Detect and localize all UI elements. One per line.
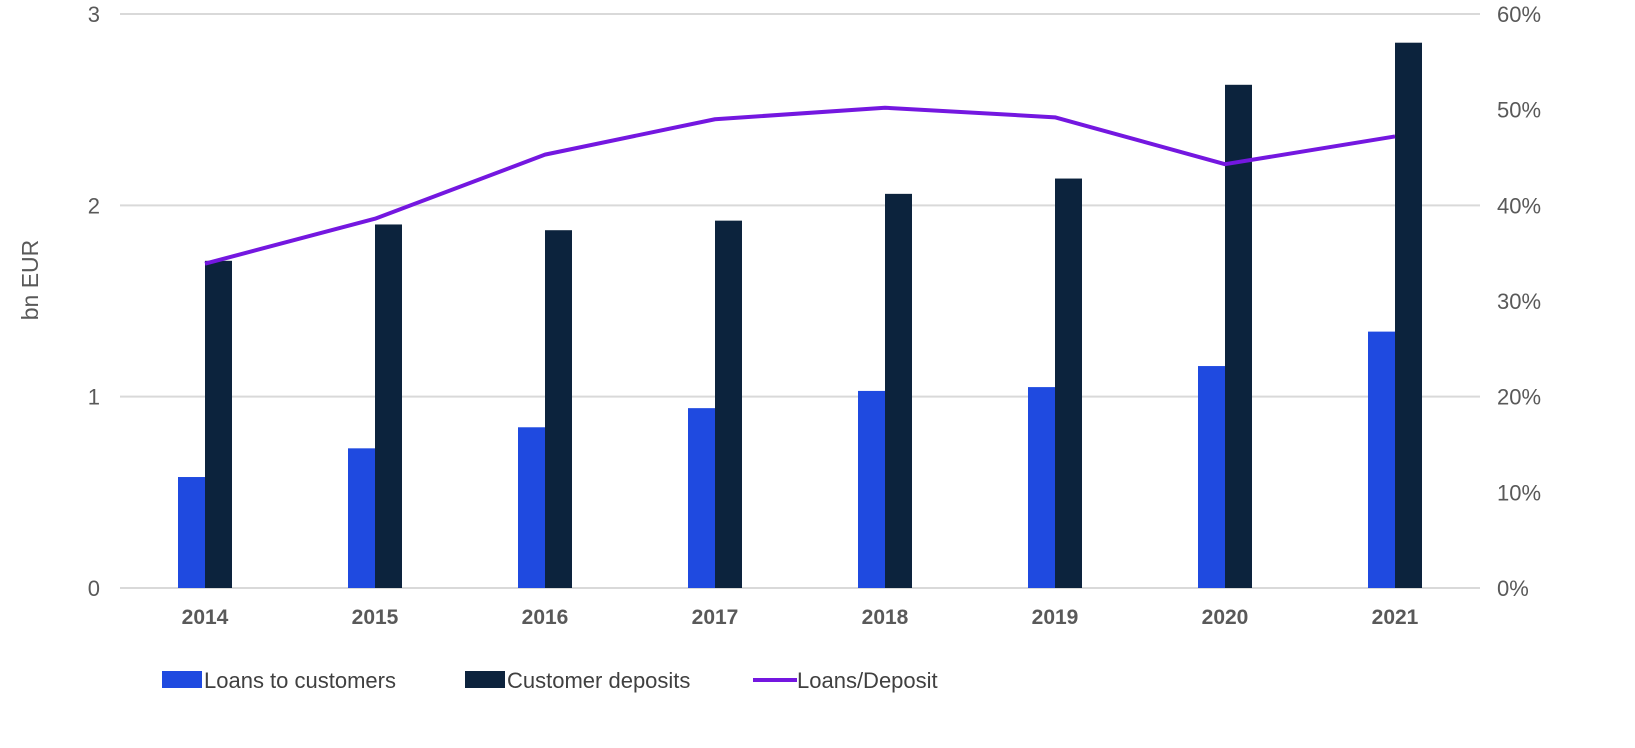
y-axis-right: 0% 10% 20% 30% 40% 50% 60% (1497, 2, 1541, 601)
bar-loans-to-customers (348, 448, 375, 588)
legend-swatch (162, 671, 202, 688)
bar-loans-to-customers (1198, 366, 1225, 588)
x-tick-label: 2014 (182, 606, 229, 629)
legend: Loans to customers Customer deposits Loans… (162, 668, 938, 693)
x-tick-label: 2021 (1372, 606, 1419, 629)
bar-loans-to-customers (688, 408, 715, 588)
x-axis: 2014 2015 2016 2017 2018 2019 2020 2021 (182, 606, 1419, 629)
y2-tick-label: 30% (1497, 289, 1541, 314)
bar-customer-deposits (375, 224, 402, 588)
x-tick-label: 2016 (522, 606, 569, 629)
bar-customer-deposits (715, 221, 742, 588)
bar-loans-to-customers (1028, 387, 1055, 588)
gridlines (120, 14, 1480, 588)
y2-tick-label: 10% (1497, 480, 1541, 505)
bar-loans-to-customers (518, 427, 545, 588)
y2-tick-label: 60% (1497, 2, 1541, 27)
bar-customer-deposits (205, 261, 232, 588)
bars (178, 43, 1422, 588)
legend-label: Customer deposits (507, 668, 690, 693)
bar-loans-to-customers (1368, 332, 1395, 588)
y-tick-label: 3 (88, 2, 100, 27)
bar-customer-deposits (1055, 179, 1082, 588)
x-tick-label: 2020 (1202, 606, 1249, 629)
bar-loans-to-customers (178, 477, 205, 588)
y-tick-label: 0 (88, 576, 100, 601)
y-tick-label: 2 (88, 193, 100, 218)
x-tick-label: 2015 (352, 606, 399, 629)
y-axis-label: bn EUR (17, 240, 43, 321)
legend-label: Loans/Deposit (797, 668, 938, 693)
x-tick-label: 2017 (692, 606, 739, 629)
legend-label: Loans to customers (204, 668, 396, 693)
bar-customer-deposits (885, 194, 912, 588)
bar-customer-deposits (1395, 43, 1422, 588)
y2-tick-label: 50% (1497, 98, 1541, 123)
bar-customer-deposits (545, 230, 572, 588)
y2-tick-label: 0% (1497, 576, 1529, 601)
legend-swatch (465, 671, 505, 688)
x-tick-label: 2018 (862, 606, 909, 629)
y-axis-left: 0 1 2 3 (88, 2, 100, 601)
x-tick-label: 2019 (1032, 606, 1079, 629)
bar-loans-to-customers (858, 391, 885, 588)
y2-tick-label: 20% (1497, 385, 1541, 410)
y-tick-label: 1 (88, 385, 100, 410)
y2-tick-label: 40% (1497, 193, 1541, 218)
